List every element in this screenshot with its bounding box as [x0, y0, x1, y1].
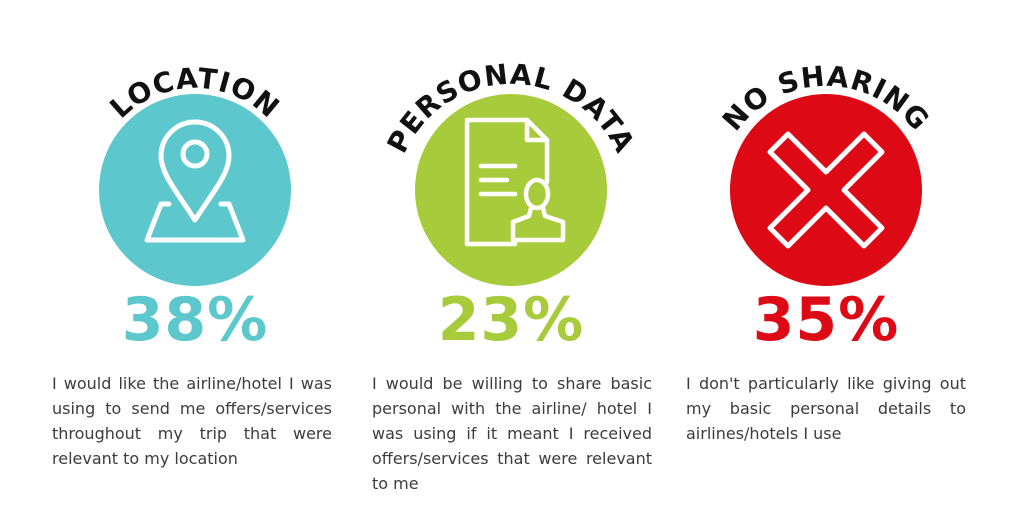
personal-data-percent: 23% [437, 285, 585, 355]
location-pin-icon [144, 119, 246, 243]
panel-location: LOCATION 38% I would like the airline/ho… [45, 0, 345, 508]
personal-data-circle [415, 94, 607, 286]
cross-icon [767, 131, 885, 249]
personal-data-description: I would be willing to share basic person… [372, 374, 652, 493]
location-circle [99, 94, 291, 286]
location-description: I would like the airline/hotel I was usi… [52, 374, 332, 468]
document-user-icon [464, 117, 566, 247]
location-percent: 38% [121, 285, 269, 355]
panel-personal-data: PERSONAL DATA 23% I would be willing to … [361, 0, 661, 508]
no-sharing-description: I don't particularly like giving out my … [686, 374, 966, 443]
panel-no-sharing: NO SHARING 35% I don't particularly like… [676, 0, 976, 508]
no-sharing-percent: 35% [752, 285, 900, 355]
no-sharing-circle [730, 94, 922, 286]
